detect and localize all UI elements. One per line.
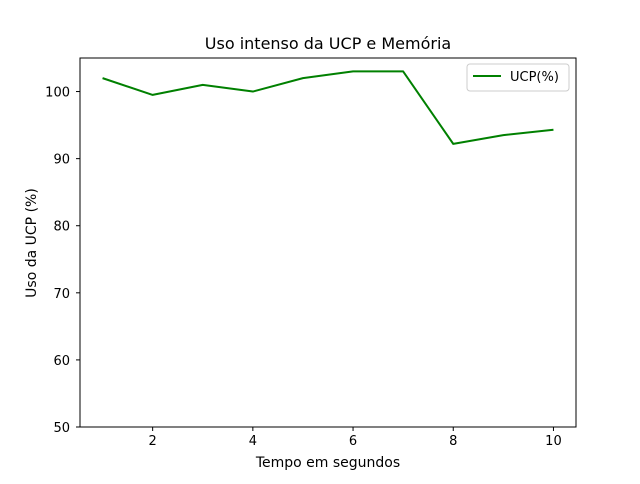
y-tick-label: 80 <box>53 220 70 235</box>
plot-frame <box>79 57 577 428</box>
series-line-0 <box>102 70 554 145</box>
x-tick-label: 2 <box>149 434 157 449</box>
legend-box <box>466 63 570 92</box>
x-axis-label: Tempo em segundos <box>255 455 400 471</box>
plot-area-border <box>79 57 577 428</box>
y-tick-label: 90 <box>53 153 70 168</box>
x-tick-label: 4 <box>249 434 257 449</box>
series-layer <box>102 70 554 145</box>
y-tick-label: 70 <box>53 287 70 302</box>
chart-title: Uso intenso da UCP e Memória <box>205 34 451 53</box>
y-tick-label: 100 <box>45 86 70 101</box>
legend: UCP(%) <box>466 63 570 92</box>
y-tick-label: 50 <box>53 421 70 436</box>
y-axis-label: Uso da UCP (%) <box>24 188 40 298</box>
axes: 2 4 6 8 10 50 60 70 80 90 100 <box>45 86 562 449</box>
x-tick-label: 6 <box>349 434 357 449</box>
y-tick-label: 60 <box>53 354 70 369</box>
legend-label: UCP(%) <box>510 70 559 85</box>
x-tick-label: 10 <box>545 434 562 449</box>
x-tick-label: 8 <box>449 434 457 449</box>
